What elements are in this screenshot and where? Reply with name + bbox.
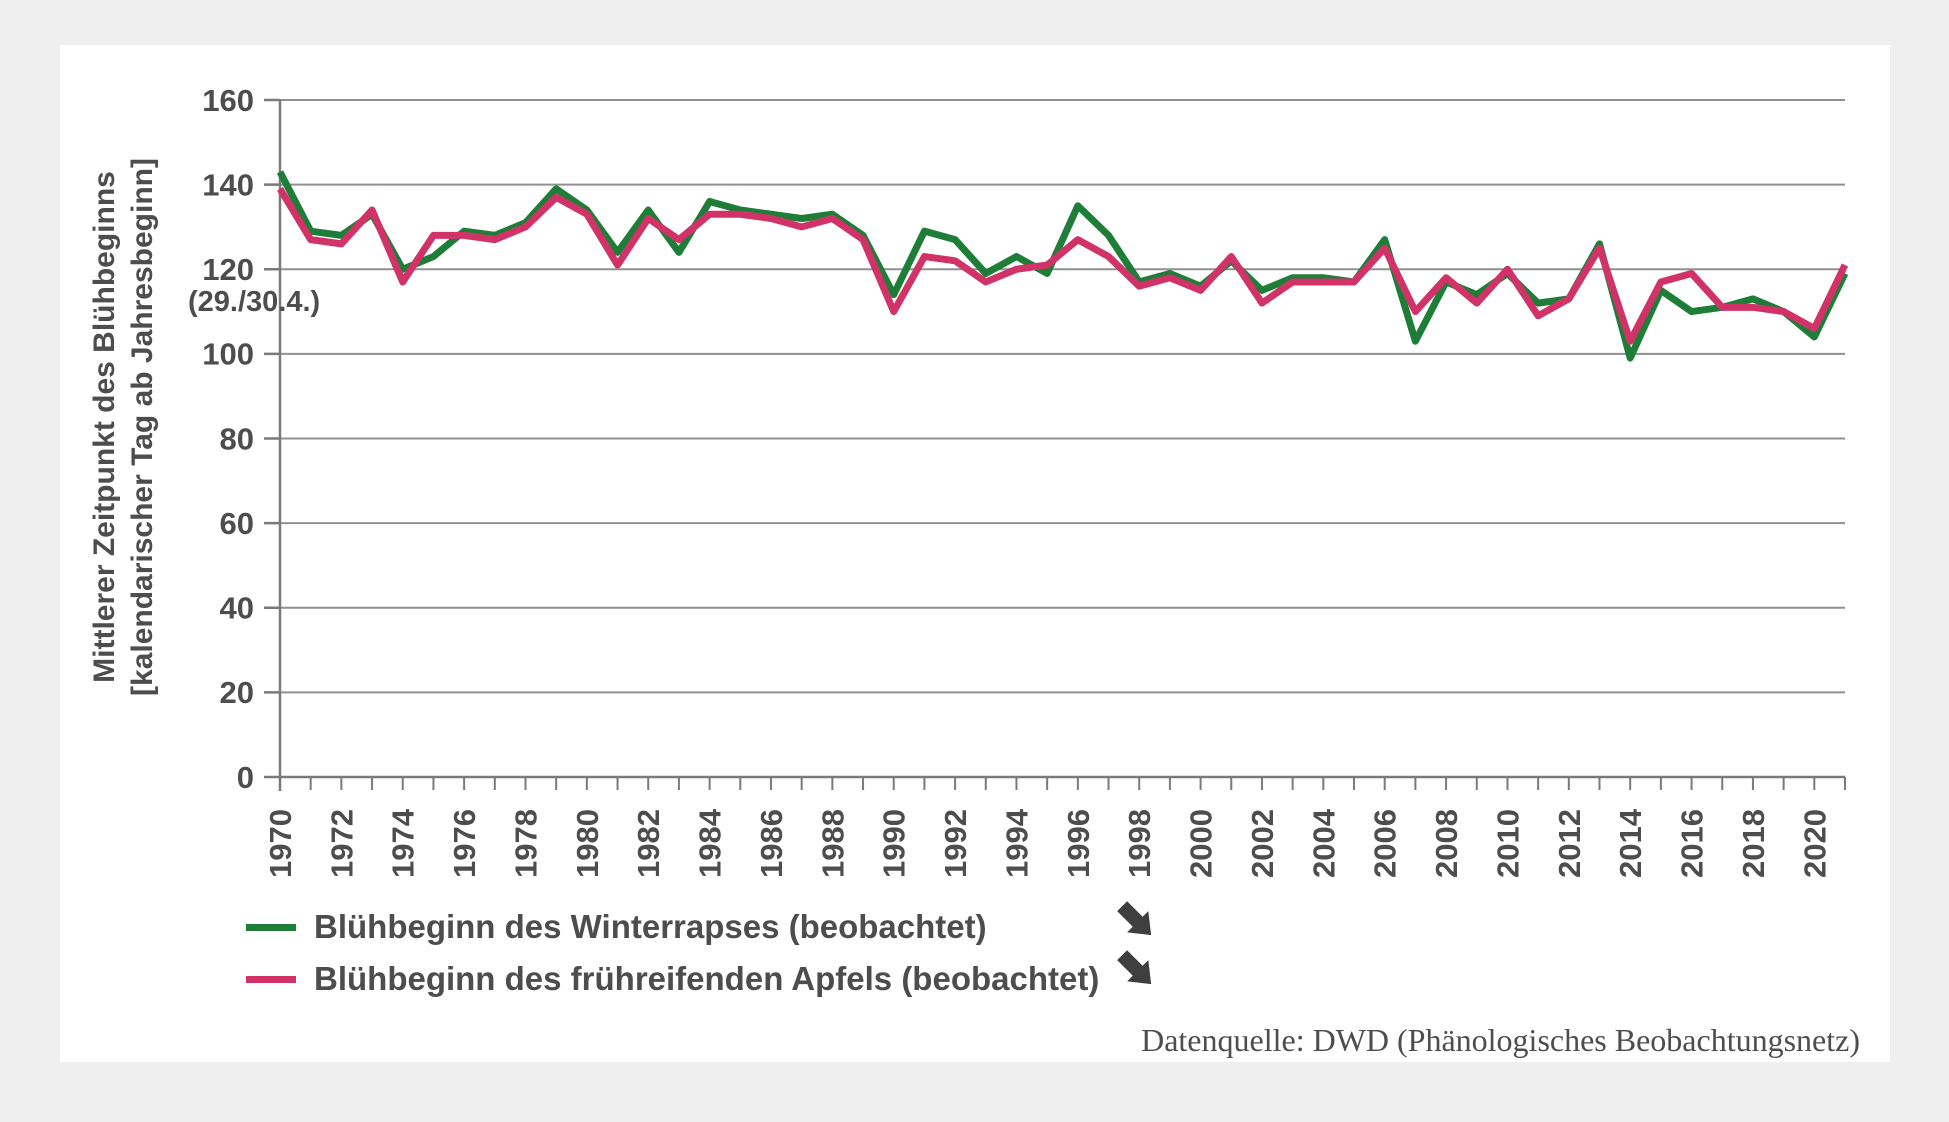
x-tick-label: 1980 — [570, 809, 605, 878]
y-tick-label: 40 — [220, 591, 254, 626]
x-tick-label: 1978 — [508, 809, 543, 878]
y-tick-label: 140 — [202, 167, 254, 202]
x-tick-label: 1982 — [631, 809, 666, 878]
series-line-winterraps — [276, 170, 1849, 362]
x-tick-label: 2012 — [1552, 809, 1587, 878]
trend-down-right-arrow-icon — [1117, 950, 1152, 985]
legend-item-winterraps: Blühbeginn des Winterrapses (beobachtet) — [246, 901, 1099, 953]
legend: Blühbeginn des Winterrapses (beobachtet)… — [246, 901, 1099, 1005]
y-tick-label: 20 — [220, 675, 254, 710]
x-tick-label: 1990 — [877, 809, 912, 878]
y-tick-label: 160 — [202, 83, 254, 118]
y-tick-label: 80 — [220, 421, 254, 456]
y-tick-label: 100 — [202, 337, 254, 372]
x-tick-label: 1992 — [938, 809, 973, 878]
x-tick-label: 1984 — [693, 808, 728, 878]
x-tick-label: 1972 — [324, 809, 359, 878]
trend-down-right-arrow-icon — [1117, 901, 1152, 936]
legend-label-apfel: Blühbeginn des frühreifenden Apfels (beo… — [314, 960, 1100, 997]
x-tick-label: 1976 — [447, 809, 482, 878]
legend-label-winterraps: Blühbeginn des Winterrapses (beobachtet) — [314, 908, 987, 945]
x-tick-label: 1998 — [1122, 809, 1157, 878]
x-tick-label: 2010 — [1490, 809, 1525, 878]
x-tick-label: 2008 — [1429, 809, 1464, 878]
x-tick-label: 2018 — [1736, 809, 1771, 878]
x-tick-label: 1986 — [754, 809, 789, 878]
y-tick-label: 0 — [237, 760, 254, 795]
y-tick-label: 60 — [220, 506, 254, 541]
x-tick-label: 1974 — [386, 808, 421, 878]
series-line-apfel — [277, 187, 1849, 345]
x-tick-label: 2016 — [1675, 809, 1710, 878]
y-axis-annotation: (29./30.4.) — [188, 286, 321, 318]
winterraps-line-swatch — [246, 923, 296, 931]
x-tick-label: 2004 — [1306, 808, 1341, 878]
x-tick-label: 1994 — [999, 808, 1034, 878]
x-tick-label: 1996 — [1061, 809, 1096, 878]
x-tick-label: 2020 — [1797, 809, 1832, 878]
y-axis-title-line2: [kalendarischer Tag ab Jahresbeginn] — [126, 158, 159, 696]
trend-arrows — [1114, 899, 1160, 997]
y-tick-label: 120 — [202, 252, 254, 287]
apfel-line-swatch — [246, 975, 296, 983]
x-tick-label: 2006 — [1368, 809, 1403, 878]
x-tick-label: 1988 — [815, 809, 850, 878]
y-axis-title-line1: Mittlerer Zeitpunkt des Blühbeginns — [88, 171, 121, 683]
x-tick-label: 2002 — [1245, 809, 1280, 878]
x-tick-label: 2000 — [1184, 809, 1219, 878]
data-source-note: Datenquelle: DWD (Phänologisches Beobach… — [1141, 1022, 1860, 1058]
legend-item-apfel: Blühbeginn des frühreifenden Apfels (beo… — [246, 953, 1099, 1005]
x-tick-label: 2014 — [1613, 808, 1648, 878]
x-tick-label: 1970 — [263, 809, 298, 878]
